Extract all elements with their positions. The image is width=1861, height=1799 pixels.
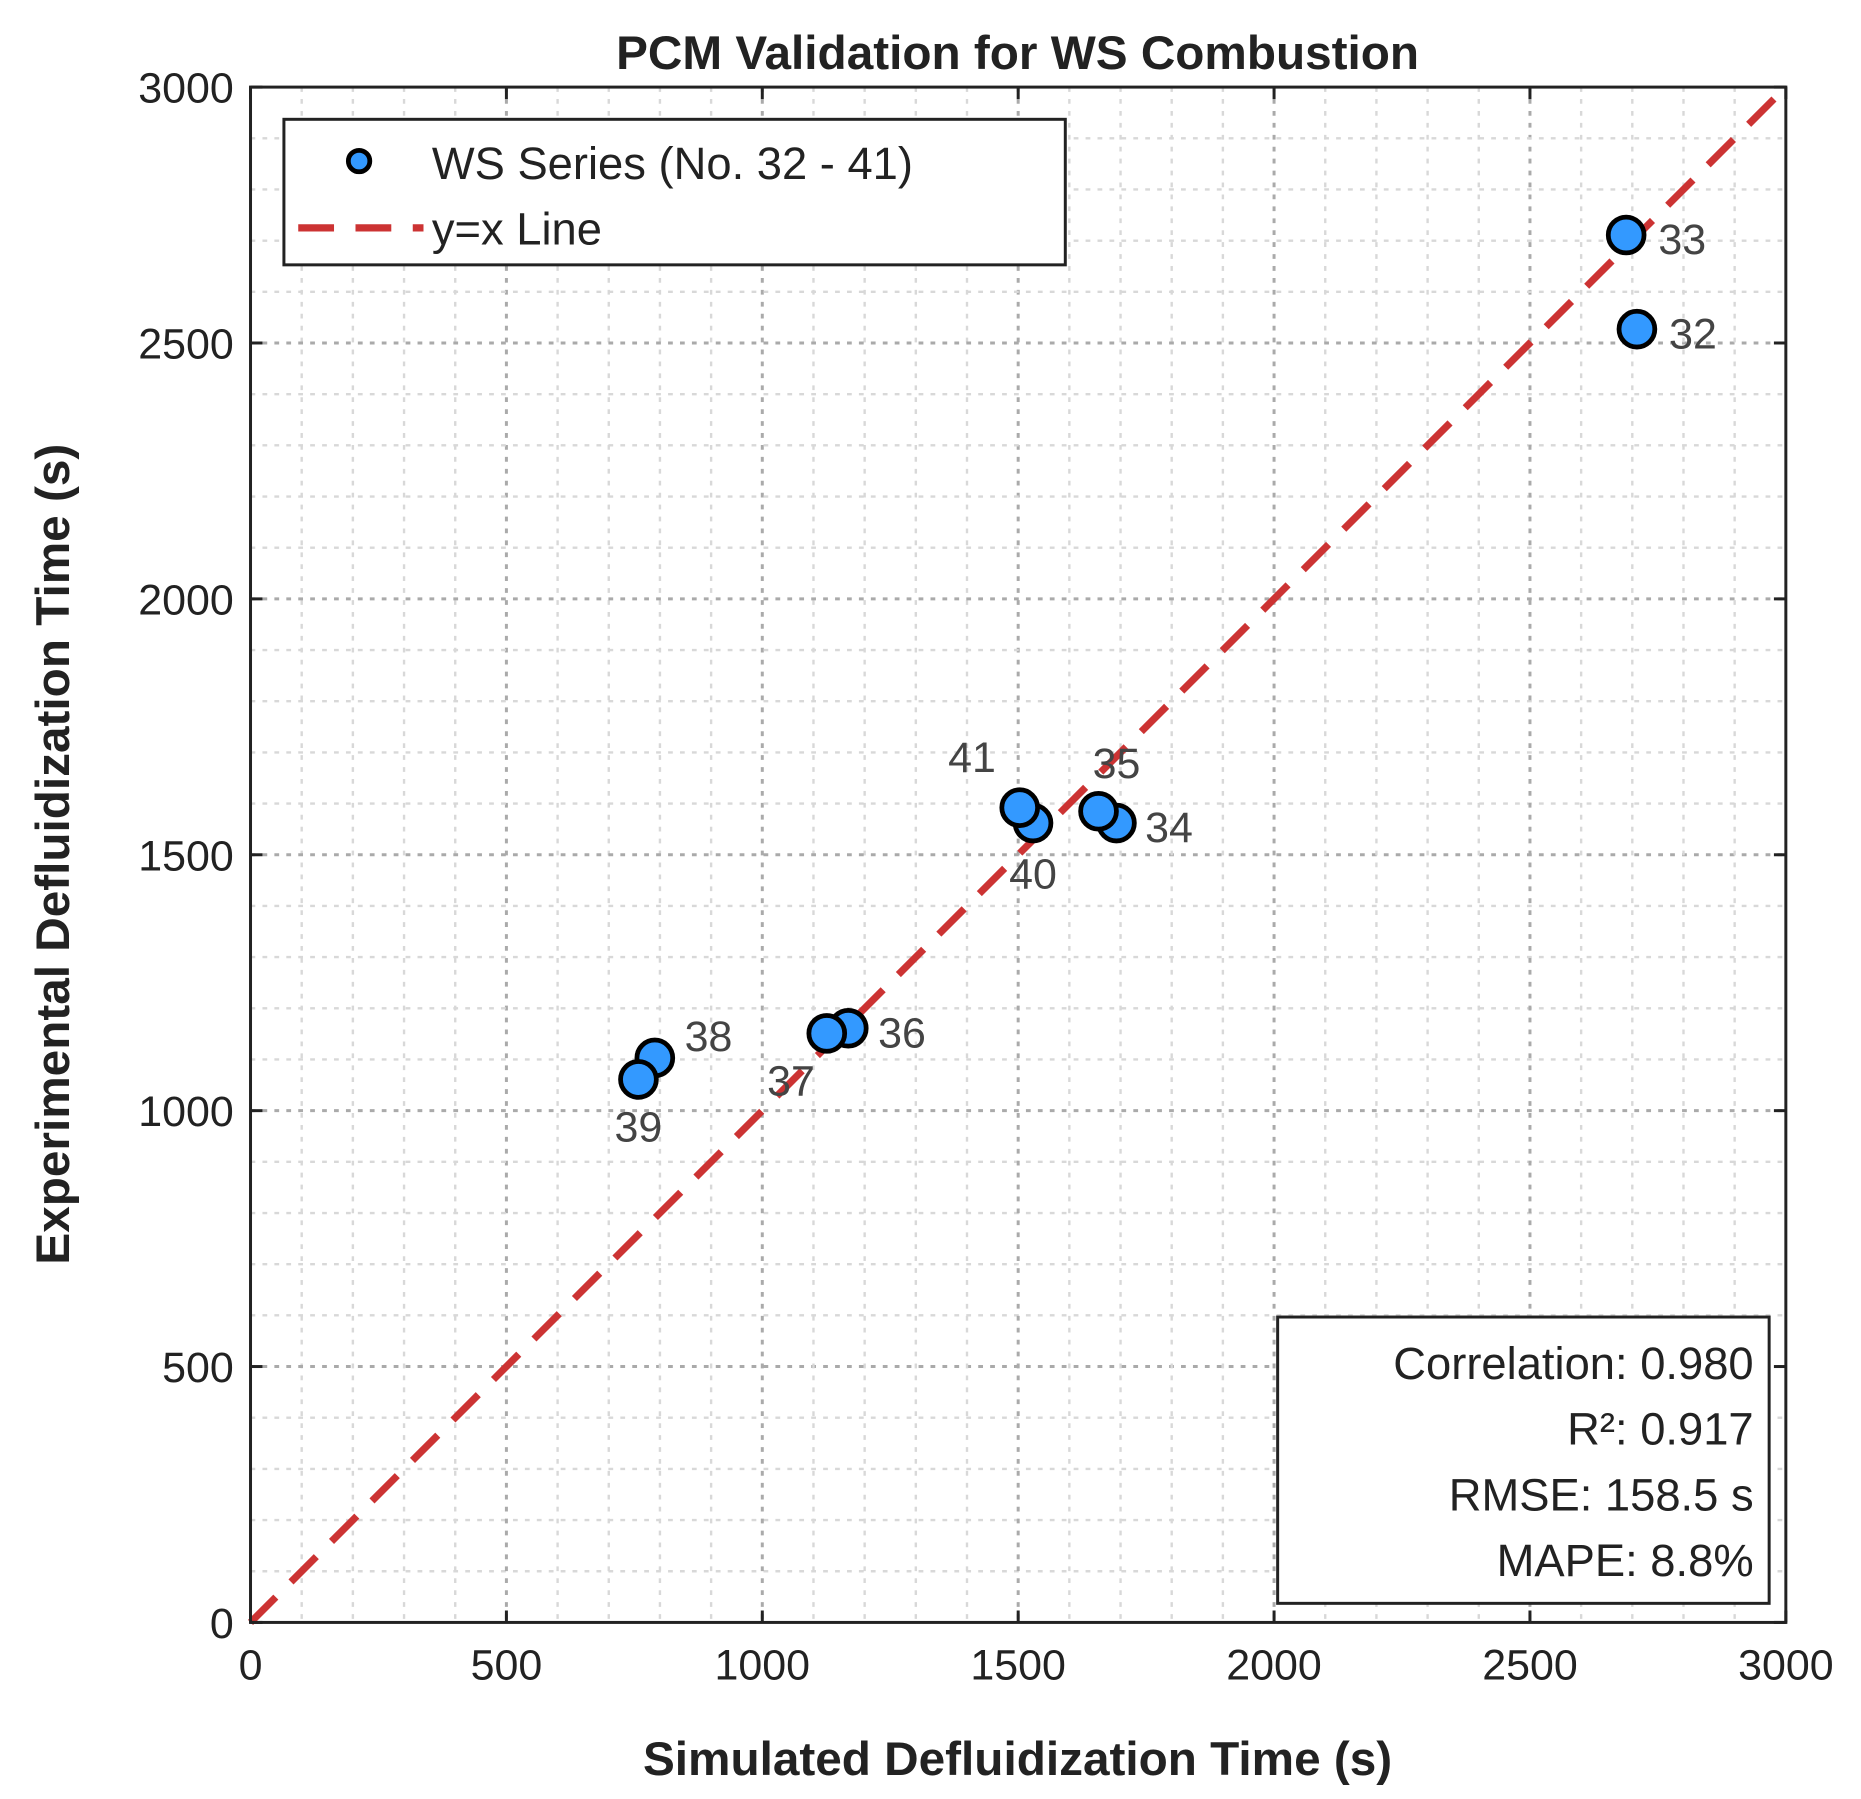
x-tick-label: 3000: [1738, 1642, 1834, 1690]
data-point: [1078, 790, 1119, 832]
x-axis-label: Simulated Defluidization Time (s): [643, 1733, 1392, 1786]
data-point-label: 38: [685, 1013, 733, 1061]
data-point-label: 33: [1658, 216, 1706, 264]
x-tick-label: 500: [471, 1642, 543, 1690]
data-point: [999, 787, 1040, 828]
y-tick-label: 500: [162, 1344, 234, 1392]
stats-box: Correlation: 0.980 R²: 0.917 RMSE: 158.5…: [1276, 1315, 1771, 1605]
data-point: [1616, 308, 1658, 350]
y-tick-label: 2000: [138, 576, 234, 624]
x-tick-label: 0: [239, 1642, 263, 1690]
legend-label-points: WS Series (No. 32 - 41): [432, 138, 913, 189]
data-point-label: 37: [767, 1057, 815, 1105]
data-point: [1605, 214, 1647, 256]
data-point-label: 40: [1009, 851, 1057, 899]
identity-line: [247, 84, 1789, 1625]
data-point-label: 39: [615, 1103, 663, 1151]
y-tick-label: 1500: [138, 832, 234, 880]
y-tick-label: 0: [210, 1600, 234, 1648]
data-point-label: 41: [948, 734, 996, 782]
y-tick-label: 3000: [138, 65, 234, 113]
y-axis-label: Experimental Defluidization Time (s): [27, 444, 80, 1265]
y-tick-label: 2500: [138, 320, 234, 368]
chart-title: PCM Validation for WS Combustion: [616, 27, 1419, 80]
data-point-label: 35: [1093, 740, 1141, 788]
legend-label-line: y=x Line: [432, 204, 602, 255]
data-point-label: 32: [1669, 310, 1717, 358]
x-tick-label: 1000: [715, 1642, 811, 1690]
data-point: [618, 1059, 659, 1100]
data-point-label: 36: [878, 1009, 926, 1057]
x-tick-label: 2500: [1482, 1642, 1578, 1690]
stat-mape: MAPE: 8.8%: [1497, 1535, 1754, 1586]
legend-marker-points: [345, 147, 373, 175]
data-point: [806, 1013, 848, 1054]
stat-correlation: Correlation: 0.980: [1393, 1338, 1753, 1389]
y-tick-label: 1000: [138, 1088, 234, 1136]
stat-rmse: RMSE: 158.5 s: [1449, 1469, 1754, 1520]
axis-ticks: 0 500 1000 1500 2000 2500 3000 0 500 1000 1500 2000…: [138, 65, 1833, 1690]
stat-r2: R²: 0.917: [1567, 1404, 1753, 1455]
data-point-label: 34: [1145, 804, 1193, 852]
x-tick-label: 2000: [1226, 1642, 1322, 1690]
x-tick-label: 1500: [970, 1642, 1066, 1690]
legend: WS Series (No. 32 - 41) y=x Line: [282, 117, 1067, 267]
